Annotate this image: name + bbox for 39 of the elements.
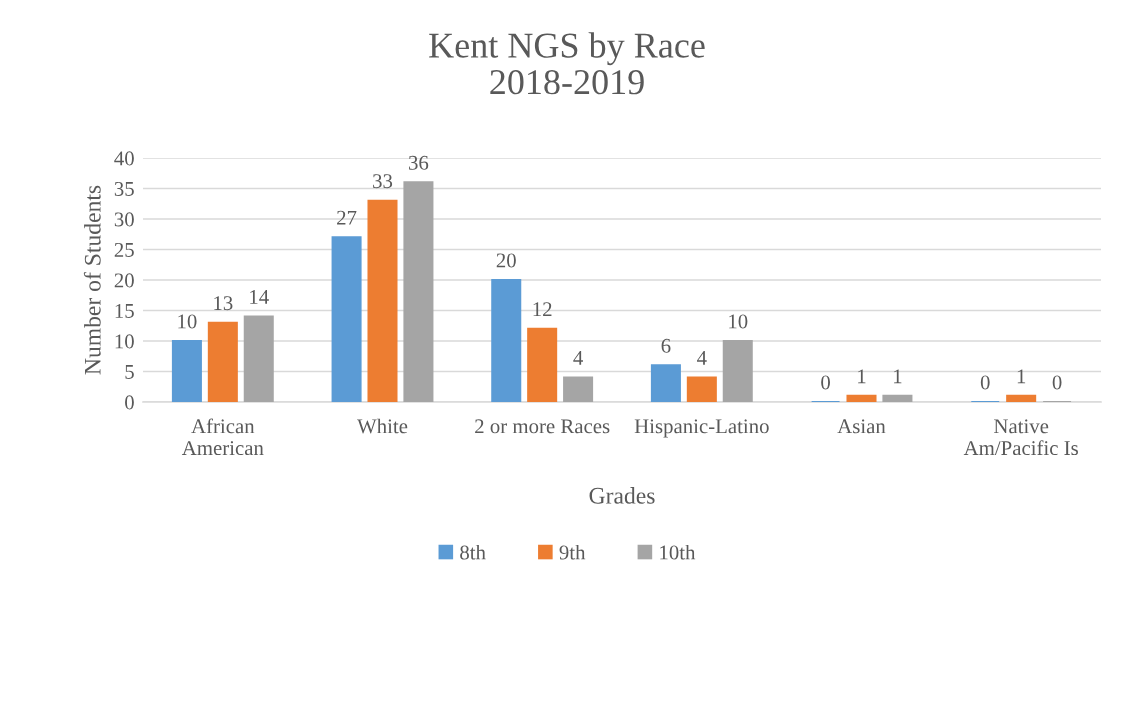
y-tick-label: 15 <box>115 303 134 318</box>
data-label: 0 <box>1052 375 1062 390</box>
data-label: 4 <box>573 351 583 365</box>
legend-label: 9th <box>559 544 586 560</box>
legend-label: 10th <box>660 544 696 560</box>
data-label: 14 <box>250 290 269 304</box>
y-tick-label: 0 <box>125 395 134 410</box>
x-tick-label: 2 or more Races <box>475 419 610 434</box>
data-label: 36 <box>409 155 429 170</box>
data-label: 20 <box>496 253 516 268</box>
x-tick-label: Asian <box>837 419 886 434</box>
y-axis-title: Number of Students <box>83 185 101 375</box>
data-label: 0 <box>821 375 830 390</box>
data-label: 1 <box>858 369 866 384</box>
y-tick-label: 30 <box>114 212 134 227</box>
data-label: 4 <box>697 351 707 365</box>
x-tick-label: Hispanic-Latino <box>634 419 769 438</box>
data-label: 27 <box>337 210 357 225</box>
x-tick-label: White <box>357 418 408 434</box>
data-label: 1 <box>894 369 902 384</box>
x-tick-label: African American <box>181 418 264 456</box>
y-tick-label: 40 <box>114 151 134 166</box>
data-label: 10 <box>729 314 748 329</box>
data-label: 12 <box>533 302 552 317</box>
y-tick-label: 20 <box>114 273 134 288</box>
data-label: 10 <box>178 314 197 329</box>
chart-title: Kent NGS by Race 2018-2019 <box>429 32 705 95</box>
y-tick-label: 5 <box>125 365 134 379</box>
x-axis-title: Grades <box>589 487 655 504</box>
data-label: 0 <box>980 375 990 390</box>
x-tick-label: Native Am/Pacific Is <box>963 419 1078 456</box>
data-label: 1 <box>1017 369 1026 384</box>
data-label: 13 <box>214 296 233 311</box>
y-tick-label: 10 <box>115 334 134 349</box>
data-label: 6 <box>661 338 671 353</box>
legend-label: 8th <box>460 544 486 560</box>
y-tick-label: 35 <box>114 181 134 196</box>
y-tick-label: 25 <box>114 242 134 257</box>
data-label: 33 <box>373 174 393 189</box>
